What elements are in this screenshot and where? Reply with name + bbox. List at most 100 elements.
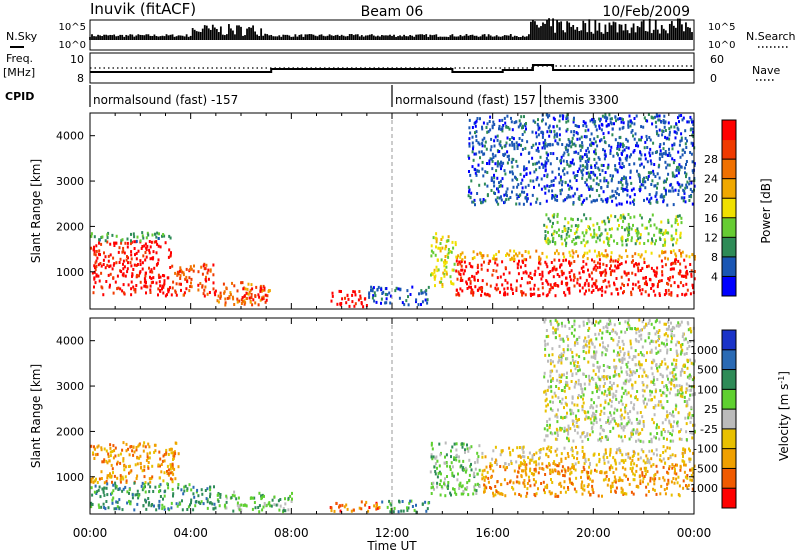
data-cell bbox=[598, 251, 600, 254]
data-cell bbox=[122, 273, 124, 276]
data-cell bbox=[577, 225, 579, 228]
data-cell bbox=[569, 140, 571, 143]
data-cell bbox=[575, 415, 577, 418]
data-cell bbox=[246, 504, 248, 507]
data-cell bbox=[235, 497, 237, 500]
data-cell bbox=[491, 189, 493, 192]
data-cell bbox=[130, 253, 132, 256]
data-cell bbox=[486, 162, 488, 165]
data-cell bbox=[564, 447, 566, 450]
data-cell bbox=[190, 501, 192, 504]
data-cell bbox=[648, 171, 650, 174]
data-cell bbox=[646, 265, 648, 268]
data-cell bbox=[362, 305, 364, 308]
data-cell bbox=[103, 251, 105, 254]
data-cell bbox=[659, 492, 661, 495]
data-cell bbox=[554, 133, 556, 136]
data-cell bbox=[544, 491, 546, 494]
data-cell bbox=[648, 220, 650, 223]
data-cell bbox=[686, 352, 688, 355]
data-cell bbox=[491, 274, 493, 277]
data-cell bbox=[681, 321, 683, 324]
data-cell bbox=[527, 482, 529, 485]
data-cell bbox=[557, 495, 559, 498]
data-cell bbox=[516, 287, 518, 290]
data-cell bbox=[129, 446, 131, 449]
data-cell bbox=[461, 485, 463, 488]
data-cell bbox=[361, 302, 363, 305]
data-cell bbox=[485, 141, 487, 144]
data-cell bbox=[664, 161, 666, 164]
data-cell bbox=[644, 146, 646, 149]
data-cell bbox=[553, 184, 555, 187]
data-cell bbox=[610, 264, 612, 267]
data-cell bbox=[673, 359, 675, 362]
data-cell bbox=[535, 480, 537, 483]
data-cell bbox=[612, 155, 614, 158]
data-cell bbox=[177, 271, 179, 274]
data-cell bbox=[497, 196, 499, 199]
data-cell bbox=[90, 445, 92, 448]
data-cell bbox=[629, 483, 631, 486]
data-cell bbox=[654, 223, 656, 226]
data-cell bbox=[464, 448, 466, 451]
data-cell bbox=[133, 235, 135, 238]
data-cell bbox=[591, 259, 593, 262]
data-cell bbox=[612, 127, 614, 130]
data-cell bbox=[580, 476, 582, 479]
data-cell bbox=[594, 250, 596, 253]
data-cell bbox=[99, 486, 101, 489]
data-cell bbox=[638, 232, 640, 235]
data-cell bbox=[441, 283, 443, 286]
data-cell bbox=[631, 189, 633, 192]
data-cell bbox=[586, 197, 588, 200]
data-cell bbox=[430, 254, 432, 257]
data-cell bbox=[617, 142, 619, 145]
data-cell bbox=[675, 218, 677, 221]
data-cell bbox=[639, 151, 641, 154]
data-cell bbox=[526, 140, 528, 143]
data-cell bbox=[611, 251, 613, 254]
data-cell bbox=[668, 190, 670, 193]
data-cell bbox=[477, 473, 479, 476]
data-cell bbox=[620, 409, 622, 412]
data-cell bbox=[608, 388, 610, 391]
data-cell bbox=[601, 353, 603, 356]
data-cell bbox=[521, 191, 523, 194]
data-cell bbox=[603, 280, 605, 283]
data-cell bbox=[234, 494, 236, 497]
data-cell bbox=[637, 453, 639, 456]
data-cell bbox=[566, 163, 568, 166]
data-cell bbox=[679, 186, 681, 189]
data-cell bbox=[634, 327, 636, 330]
data-cell bbox=[662, 374, 664, 377]
data-cell bbox=[584, 244, 586, 247]
data-cell bbox=[512, 158, 514, 161]
data-cell bbox=[659, 321, 661, 324]
data-cell bbox=[424, 501, 426, 504]
data-cell bbox=[266, 299, 268, 302]
data-cell bbox=[605, 155, 607, 158]
data-cell bbox=[518, 252, 520, 255]
data-cell bbox=[603, 479, 605, 482]
data-cell bbox=[470, 179, 472, 182]
data-cell bbox=[119, 287, 121, 290]
data-cell bbox=[506, 150, 508, 153]
data-cell bbox=[666, 438, 668, 441]
data-cell bbox=[506, 115, 508, 118]
data-cell bbox=[252, 298, 254, 301]
data-cell bbox=[489, 128, 491, 131]
data-cell bbox=[126, 479, 128, 482]
data-cell bbox=[638, 158, 640, 161]
data-cell bbox=[563, 430, 565, 433]
data-cell bbox=[112, 502, 114, 505]
data-cell bbox=[632, 387, 634, 390]
data-cell bbox=[651, 122, 653, 125]
data-cell bbox=[677, 193, 679, 196]
data-cell bbox=[147, 497, 149, 500]
data-cell bbox=[658, 344, 660, 347]
data-cell bbox=[578, 394, 580, 397]
data-cell bbox=[451, 251, 453, 254]
data-cell bbox=[265, 294, 267, 297]
data-cell bbox=[655, 436, 657, 439]
